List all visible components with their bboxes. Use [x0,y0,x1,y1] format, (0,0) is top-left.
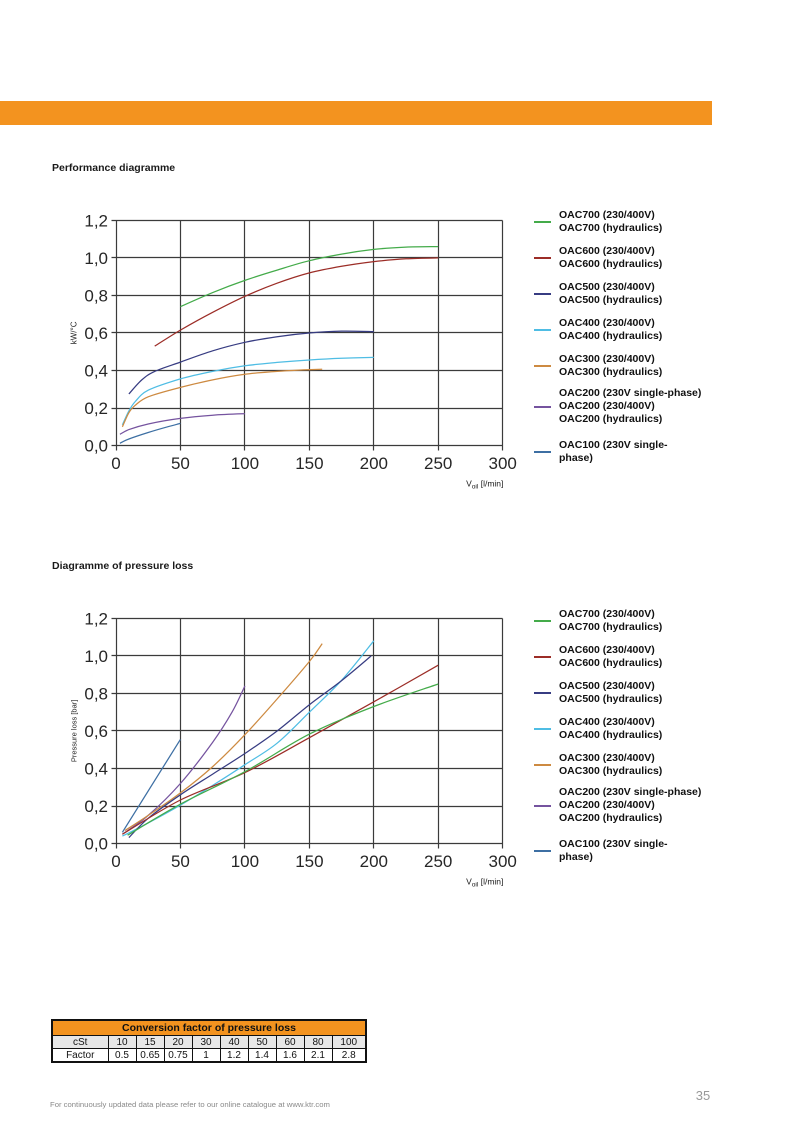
svg-text:kW/°C: kW/°C [70,321,79,344]
svg-text:150: 150 [295,852,323,871]
svg-text:0: 0 [111,454,120,473]
svg-text:Pressure loss [bar]: Pressure loss [bar] [70,700,79,763]
svg-text:0,0: 0,0 [84,437,108,456]
svg-text:250: 250 [424,852,452,871]
svg-text:1,2: 1,2 [84,609,108,628]
svg-text:0,4: 0,4 [84,362,108,381]
svg-text:0,8: 0,8 [84,286,108,305]
svg-text:200: 200 [360,852,388,871]
svg-text:0,8: 0,8 [84,684,108,703]
svg-text:200: 200 [360,454,388,473]
svg-text:Voil [l/min]: Voil [l/min] [466,479,503,491]
svg-text:300: 300 [489,454,517,473]
svg-text:150: 150 [295,454,323,473]
svg-text:0,0: 0,0 [84,835,108,854]
svg-text:0,4: 0,4 [84,760,108,779]
svg-text:0: 0 [111,852,120,871]
svg-text:Voil [l/min]: Voil [l/min] [466,877,503,889]
svg-text:0,6: 0,6 [84,722,108,741]
svg-text:300: 300 [489,852,517,871]
svg-text:100: 100 [231,454,259,473]
svg-text:0,2: 0,2 [84,797,108,816]
svg-text:1,0: 1,0 [84,647,108,666]
svg-text:1,0: 1,0 [84,249,108,268]
svg-text:0,6: 0,6 [84,324,108,343]
svg-text:50: 50 [171,852,190,871]
svg-text:50: 50 [171,454,190,473]
svg-text:1,2: 1,2 [84,211,108,230]
svg-text:250: 250 [424,454,452,473]
svg-text:0,2: 0,2 [84,399,108,418]
svg-text:100: 100 [231,852,259,871]
